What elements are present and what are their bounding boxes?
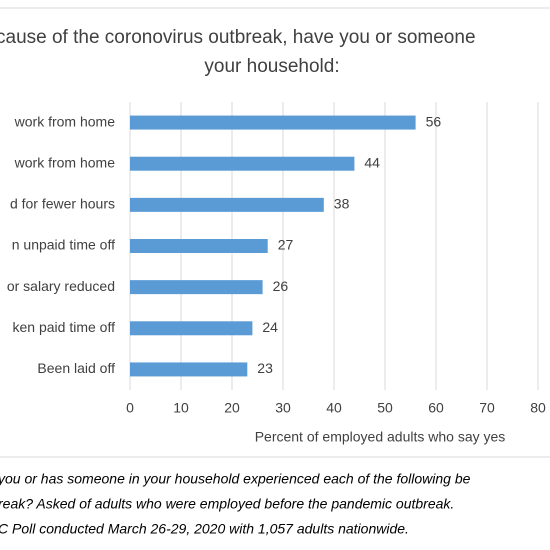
value-label: 38 xyxy=(334,196,350,212)
bar xyxy=(130,239,268,253)
y-tick-label: d for fewer hours xyxy=(10,196,115,212)
y-tick-label: ken paid time off xyxy=(13,319,116,335)
x-tick-label: 70 xyxy=(479,400,495,416)
bar xyxy=(130,197,324,212)
y-tick-label: n unpaid time off xyxy=(12,237,115,253)
note: reak? Asked of adults who were employed … xyxy=(0,496,454,512)
y-tick-label: or salary reduced xyxy=(7,278,115,294)
bar xyxy=(130,362,248,377)
x-tick-label: 40 xyxy=(326,400,342,416)
x-axis-label: Percent of employed adults who say yes xyxy=(255,429,506,445)
value-label: 24 xyxy=(262,319,278,335)
bar xyxy=(130,115,416,130)
x-tick-label: 60 xyxy=(428,400,444,416)
x-tick-label: 20 xyxy=(224,400,240,416)
x-tick-label: 30 xyxy=(275,400,291,416)
note: you or has someone in your household exp… xyxy=(0,471,471,487)
chart-title: your household: xyxy=(204,56,339,77)
bar xyxy=(130,156,355,171)
y-tick-label: Been laid off xyxy=(37,360,115,376)
x-tick-label: 0 xyxy=(126,400,134,416)
bar xyxy=(130,280,263,295)
value-label: 23 xyxy=(257,360,273,376)
bar xyxy=(130,321,253,336)
value-label: 44 xyxy=(364,154,380,170)
x-tick-label: 80 xyxy=(530,400,546,416)
y-tick-label: work from home xyxy=(14,154,116,170)
note: C Poll conducted March 26-29, 2020 with … xyxy=(0,521,409,537)
x-tick-label: 10 xyxy=(173,400,189,416)
value-label: 56 xyxy=(426,113,442,129)
value-label: 26 xyxy=(273,278,289,294)
y-tick-label: work from home xyxy=(14,113,116,129)
x-tick-label: 50 xyxy=(377,400,393,416)
chart-title: cause of the coronovirus outbreak, have … xyxy=(0,27,476,48)
value-label: 27 xyxy=(278,237,294,253)
